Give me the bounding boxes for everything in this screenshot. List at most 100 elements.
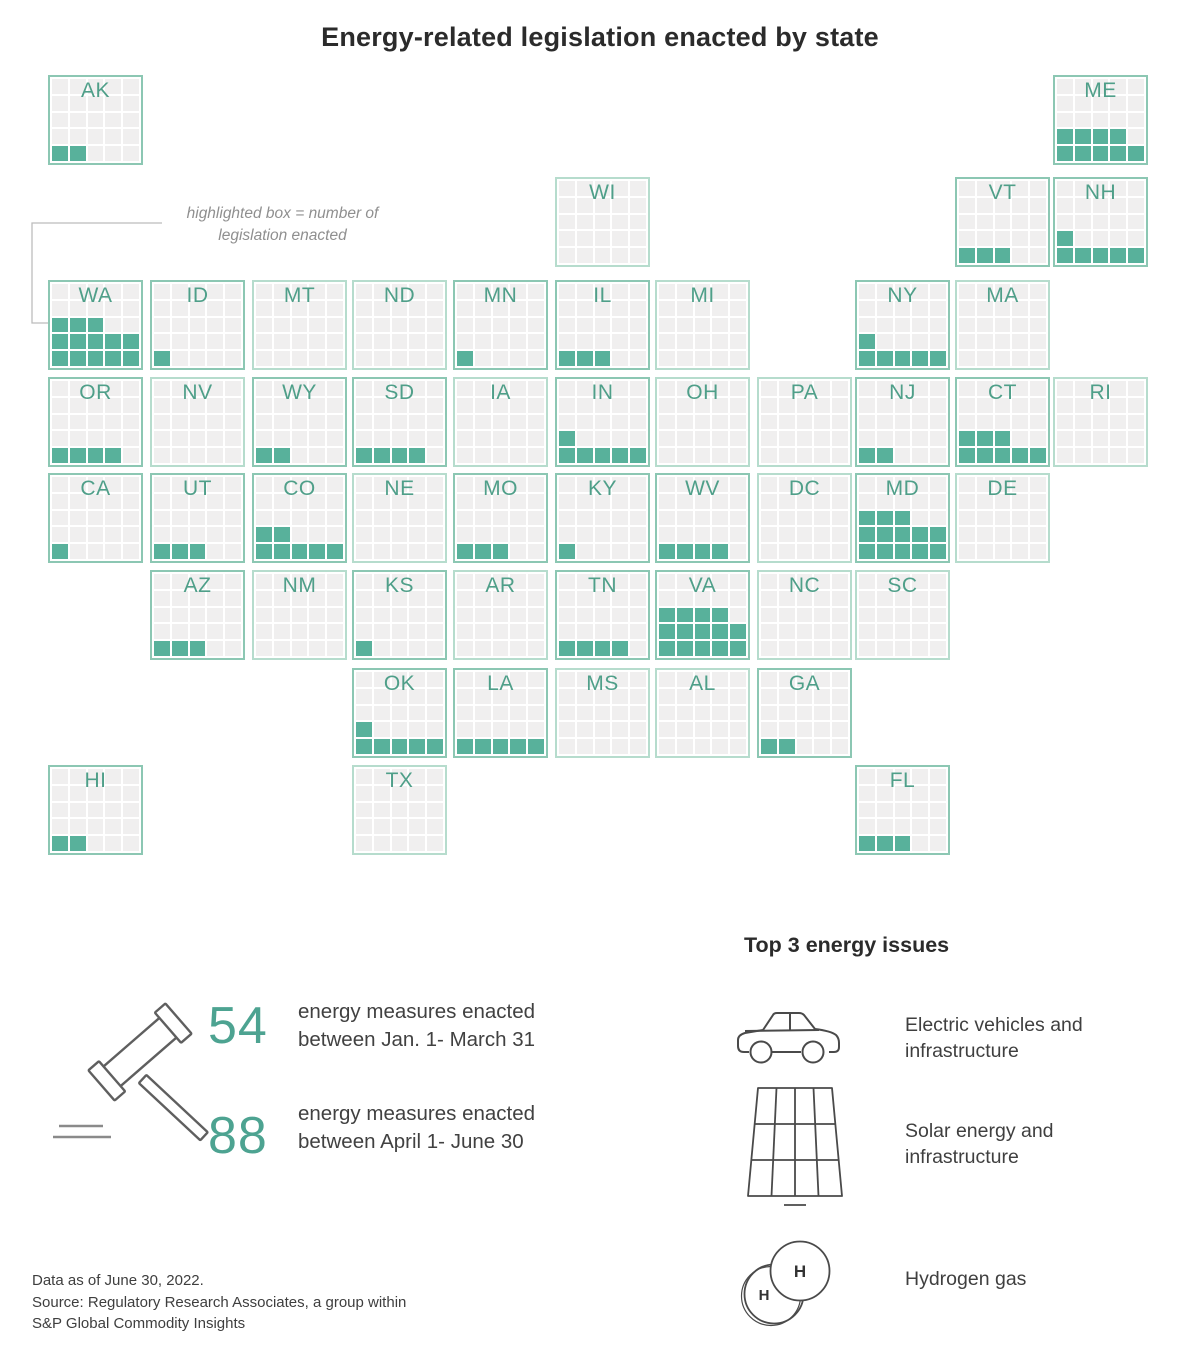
legislation-cell-empty — [1092, 431, 1109, 447]
state-box-me: ME — [1053, 75, 1148, 165]
legislation-cell-empty — [694, 334, 711, 350]
state-box-co: CO — [252, 473, 347, 563]
legislation-cell-empty — [256, 477, 272, 492]
legislation-cell-empty — [309, 510, 326, 526]
legislation-cell-empty — [189, 300, 206, 316]
legislation-cell-empty — [976, 317, 993, 333]
legislation-cell-empty — [391, 688, 408, 704]
legislation-cell-empty — [123, 129, 139, 145]
legislation-cell-empty — [1074, 231, 1091, 247]
legislation-cell-empty — [52, 284, 68, 299]
legislation-cell-filled — [391, 739, 408, 754]
legislation-cell-empty — [427, 607, 443, 623]
legislation-cell-empty — [612, 248, 629, 263]
legislation-cell-empty — [256, 641, 272, 656]
legislation-cell-empty — [676, 448, 693, 463]
legislation-cell-empty — [391, 785, 408, 801]
legislation-cell-empty — [832, 510, 848, 526]
legislation-cell-empty — [832, 381, 848, 396]
legislation-cell-empty — [796, 448, 813, 463]
legislation-cell-empty — [832, 688, 848, 704]
legislation-cell-empty — [69, 819, 86, 835]
legislation-cell-empty — [105, 414, 122, 430]
state-label-ga: GA — [788, 672, 821, 695]
legislation-cell-empty — [87, 414, 104, 430]
state-box-ri: RI — [1053, 377, 1148, 467]
legislation-cell-filled — [69, 334, 86, 350]
legislation-cell-empty — [373, 722, 390, 738]
legislation-cell-empty — [327, 590, 343, 606]
legislation-cell-empty — [427, 510, 443, 526]
legislation-cell-empty — [994, 181, 1011, 196]
legislation-cell-empty — [930, 624, 946, 640]
legislation-cell-empty — [154, 284, 170, 299]
legislation-cell-empty — [630, 590, 646, 606]
legislation-cell-empty — [694, 739, 711, 754]
legislation-cell-empty — [171, 300, 188, 316]
legislation-cell-empty — [612, 705, 629, 721]
legislation-cell-empty — [814, 527, 831, 543]
legislation-cell-empty — [225, 334, 241, 350]
legislation-cell-empty — [976, 231, 993, 247]
legislation-cell-empty — [309, 527, 326, 543]
legislation-cell-empty — [912, 819, 929, 835]
state-box-ks: KS — [352, 570, 447, 660]
legislation-cell-filled — [492, 544, 509, 559]
legislation-cell-empty — [612, 739, 629, 754]
state-box-ia: IA — [453, 377, 548, 467]
legislation-cell-empty — [309, 590, 326, 606]
legislation-cell-empty — [761, 574, 777, 589]
legislation-cell-empty — [676, 381, 693, 396]
legislation-cell-filled — [457, 351, 473, 366]
legislation-cell-empty — [391, 836, 408, 851]
source-line2: Source: Regulatory Research Associates, … — [32, 1293, 407, 1311]
legislation-cell-empty — [1030, 181, 1046, 196]
legislation-cell-empty — [373, 334, 390, 350]
legislation-cell-empty — [612, 477, 629, 492]
legislation-cell-empty — [171, 527, 188, 543]
legislation-cell-empty — [994, 231, 1011, 247]
legislation-cell-empty — [273, 510, 290, 526]
legislation-cell-empty — [876, 769, 893, 784]
gavel-icon — [53, 1002, 209, 1142]
legislation-cell-empty — [712, 722, 729, 738]
state-label-tx: TX — [385, 769, 414, 792]
legislation-cell-empty — [171, 510, 188, 526]
legislation-cell-empty — [976, 397, 993, 413]
legislation-cell-filled — [273, 544, 290, 559]
legislation-cell-empty — [154, 493, 170, 509]
legislation-cell-empty — [1012, 214, 1029, 230]
legislation-cell-empty — [559, 300, 575, 316]
legislation-cell-empty — [391, 544, 408, 559]
legislation-cell-empty — [427, 544, 443, 559]
legislation-cell-empty — [859, 381, 875, 396]
legislation-cell-empty — [832, 397, 848, 413]
legislation-cell-empty — [559, 284, 575, 299]
legislation-cell-empty — [832, 641, 848, 656]
legislation-cell-empty — [427, 334, 443, 350]
legislation-cell-empty — [761, 641, 777, 656]
legislation-cell-empty — [761, 590, 777, 606]
legislation-cell-empty — [778, 688, 795, 704]
state-cell-grid — [50, 379, 141, 465]
legislation-cell-empty — [273, 477, 290, 492]
legislation-cell-empty — [391, 590, 408, 606]
legislation-cell-empty — [876, 317, 893, 333]
legislation-cell-empty — [730, 544, 746, 559]
legislation-cell-empty — [457, 300, 473, 316]
solar-panel-icon — [747, 1087, 843, 1206]
legislation-cell-empty — [409, 397, 426, 413]
legislation-cell-empty — [256, 317, 272, 333]
legislation-cell-empty — [730, 672, 746, 687]
legislation-cell-empty — [391, 397, 408, 413]
legislation-cell-empty — [894, 802, 911, 818]
legislation-cell-empty — [373, 641, 390, 656]
legislation-cell-empty — [594, 607, 611, 623]
legislation-cell-empty — [1057, 79, 1073, 94]
legislation-cell-empty — [105, 836, 122, 851]
legislation-cell-empty — [1030, 397, 1046, 413]
legislation-cell-empty — [612, 181, 629, 196]
legislation-cell-empty — [694, 381, 711, 396]
legislation-cell-empty — [528, 624, 544, 640]
legislation-cell-filled — [612, 448, 629, 463]
